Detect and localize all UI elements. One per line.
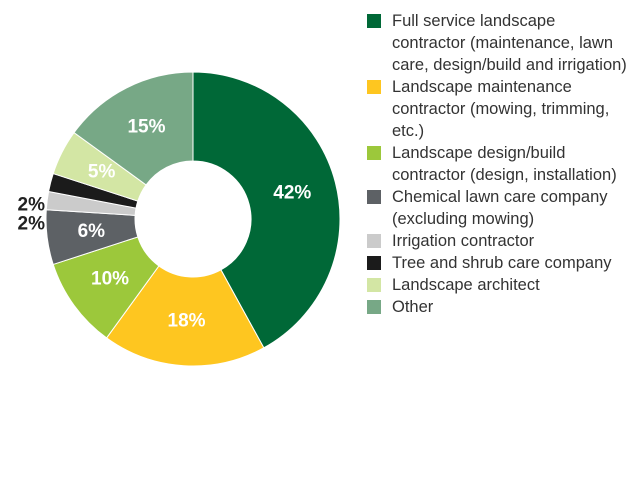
legend-item: Landscape maintenance contractor (mowing…: [367, 76, 631, 142]
legend-item: Landscape design/build contractor (desig…: [367, 142, 631, 186]
donut-slice: [105, 265, 265, 367]
chart: 42% 18% 10% 6% 2%2% 5% 15%: [18, 71, 341, 367]
legend-label: Full service landscape contractor (maint…: [392, 12, 627, 74]
legend-item: Chemical lawn care company (excluding mo…: [367, 186, 631, 230]
legend-item: Full service landscape contractor (maint…: [367, 10, 631, 76]
data-label: 18%: [168, 310, 206, 331]
legend-label: Tree and shrub care company: [392, 254, 612, 272]
legend-label: Landscape maintenance contractor (mowing…: [392, 78, 610, 140]
data-label: 42%: [273, 183, 311, 204]
legend-swatch: [367, 80, 381, 94]
legend-label: Other: [392, 298, 434, 316]
legend-swatch: [367, 146, 381, 160]
data-label: 10%: [91, 268, 129, 289]
data-label: 15%: [127, 117, 165, 138]
legend-item: Irrigation contractor: [367, 230, 631, 252]
legend-swatch: [367, 190, 381, 204]
data-label: 5%: [88, 161, 116, 182]
data-label: 2%: [18, 214, 46, 235]
legend-swatch: [367, 300, 381, 314]
data-label: 6%: [78, 221, 106, 242]
legend-item: Landscape architect: [367, 274, 631, 296]
legend-label: Landscape design/build contractor (desig…: [392, 144, 617, 184]
legend-swatch: [367, 234, 381, 248]
legend-swatch: [367, 14, 381, 28]
legend-label: Chemical lawn care company (excluding mo…: [392, 188, 608, 228]
legend: Full service landscape contractor (maint…: [367, 10, 631, 318]
donut-slice: [192, 71, 341, 349]
data-label: 2%: [18, 194, 46, 215]
legend-swatch: [367, 278, 381, 292]
legend-label: Irrigation contractor: [392, 232, 535, 250]
legend-item: Tree and shrub care company: [367, 252, 631, 274]
legend-swatch: [367, 256, 381, 270]
legend-label: Landscape architect: [392, 276, 540, 294]
donut-slice: [73, 71, 194, 186]
legend-item: Other: [367, 296, 631, 318]
